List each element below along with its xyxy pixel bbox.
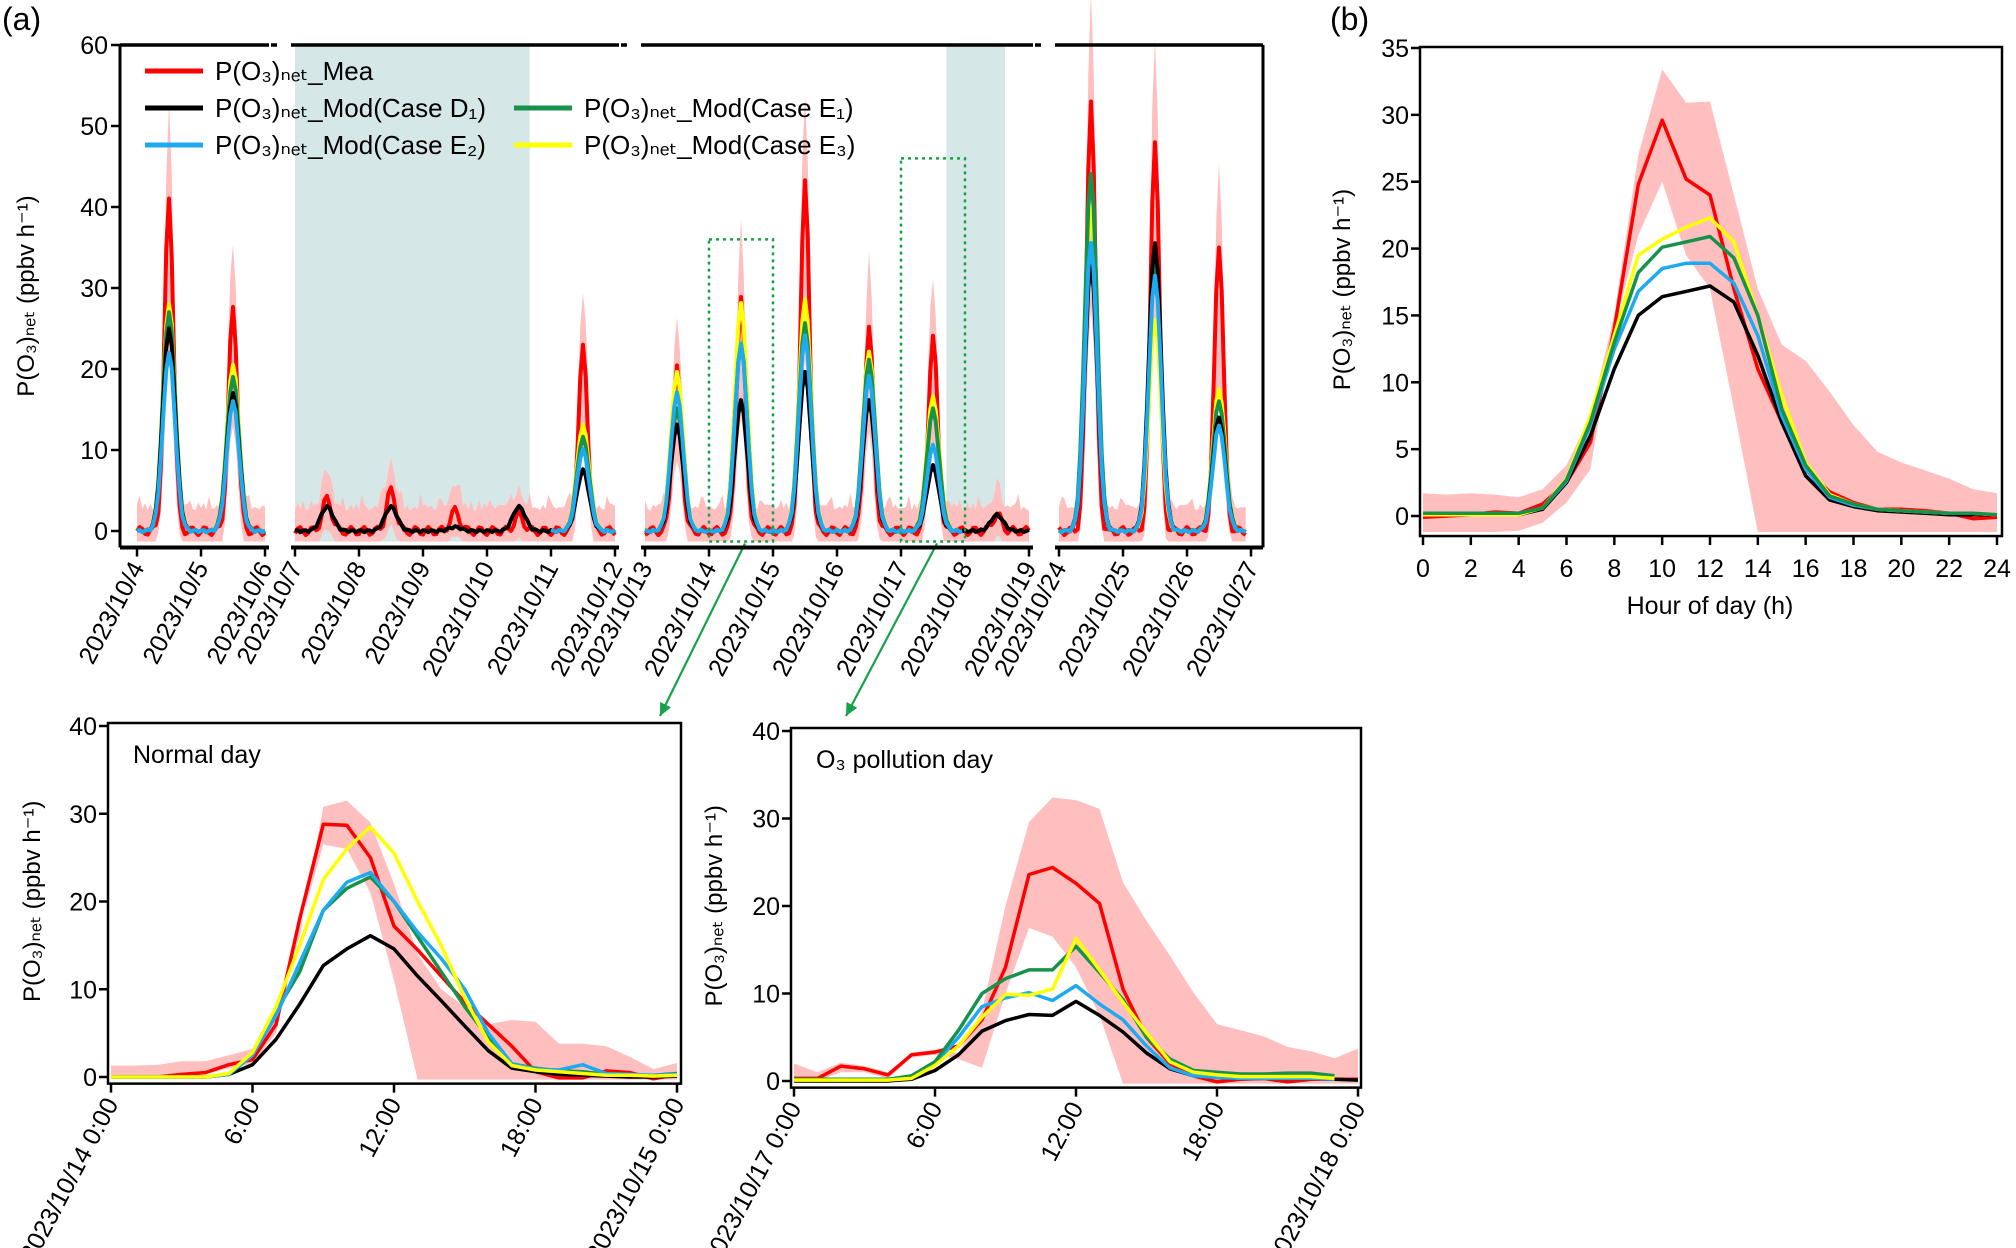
y-tick-label: 30 [1381, 102, 1409, 130]
measurement-uncertainty-band [1423, 69, 1997, 533]
series-line-e3 [111, 825, 678, 1079]
x-tick-label: 18:00 [1176, 1097, 1230, 1165]
x-tick-label: 24 [1983, 555, 2011, 583]
y-tick-label: 30 [752, 806, 780, 834]
series-line-4 [550, 447, 617, 535]
x-axis-label: Hour of day (h) [1627, 592, 1794, 620]
legend-label: P(O₃)ₙₑₜ_Mod(Case D₁) [215, 93, 486, 123]
measurement-uncertainty-band [137, 102, 265, 542]
x-tick-label: 12:00 [1035, 1097, 1089, 1165]
y-axis-label: P(O₃)ₙₑₜ (ppbv h⁻¹) [19, 801, 46, 1002]
x-tick-label: 2023/10/14 0:00 [15, 1093, 125, 1248]
zoom-arrow [845, 543, 938, 717]
no-model-period-shade [295, 45, 530, 542]
panel-title: O₃ pollution day [816, 746, 993, 774]
y-tick-label: 30 [69, 801, 97, 829]
arrow-head-icon [846, 702, 858, 716]
x-tick-label: 2 [1464, 555, 1478, 583]
y-tick-label: 20 [80, 356, 108, 384]
y-tick-label: 0 [83, 1064, 97, 1092]
y-tick-label: 0 [94, 518, 108, 546]
y-tick-label: 10 [1381, 369, 1409, 397]
panel-label: (a) [2, 1, 41, 37]
y-tick-label: 10 [69, 976, 97, 1004]
x-tick-label: 8 [1607, 555, 1621, 583]
y-tick-label: 10 [752, 981, 780, 1009]
no-model-period-shade [946, 45, 1005, 542]
x-tick-label: 2023/10/17 0:00 [698, 1097, 808, 1248]
panel-normal-day: 0 10 20 30 40 2023/10/14 0:00 6:00 12:00 18:00 20… [15, 713, 691, 1248]
y-tick-label: 35 [1381, 35, 1409, 63]
x-tick-label: 16 [1792, 555, 1820, 583]
measurement-uncertainty-band [645, 94, 1029, 542]
series-line-mea [111, 822, 678, 1081]
x-tick-label: 0 [1416, 555, 1430, 583]
y-axis-label: P(O₃)ₙₑₜ (ppbv h⁻¹) [701, 805, 728, 1006]
legend-label: P(O₃)ₙₑₜ_Mod(Case E₂) [215, 130, 486, 160]
x-tick-label: 2023/10/15 0:00 [581, 1093, 691, 1248]
series-line-e1 [1423, 234, 1998, 517]
x-tick-label: 4 [1512, 555, 1526, 583]
x-tick-label: 14 [1744, 555, 1772, 583]
panel-label: (b) [1330, 1, 1369, 37]
y-tick-label: 60 [80, 32, 108, 60]
x-tick-label: 12 [1696, 555, 1724, 583]
x-tick-label: 6:00 [218, 1093, 266, 1149]
arrow-head-icon [660, 702, 672, 716]
zoom-arrow [659, 543, 746, 717]
measurement-uncertainty-band [111, 800, 677, 1080]
series-line-4 [136, 350, 266, 535]
x-tick-label: 18:00 [495, 1093, 549, 1161]
y-tick-label: 20 [1381, 236, 1409, 264]
panel-a: 01020304050602023/10/42023/10/52023/10/6… [2, 0, 1265, 717]
highlight-box [707, 238, 775, 543]
y-tick-label: 15 [1381, 302, 1409, 330]
series-line-0 [1057, 99, 1247, 537]
y-axis-label: P(O₃)ₙₑₜ (ppbv h⁻¹) [13, 195, 40, 396]
y-tick-label: 0 [766, 1068, 780, 1096]
legend-label: P(O₃)ₙₑₜ_Mea [215, 56, 374, 86]
panel-title: Normal day [133, 741, 261, 769]
x-tick-label: 22 [1935, 555, 1963, 583]
y-tick-label: 30 [80, 275, 108, 303]
x-tick-label: 20 [1887, 555, 1915, 583]
y-tick-label: 5 [1395, 436, 1409, 464]
y-tick-label: 40 [752, 718, 780, 746]
x-tick-label: 6 [1560, 555, 1574, 583]
measurement-uncertainty-band [295, 292, 615, 542]
highlight-box [899, 157, 967, 543]
series-line-e3 [794, 936, 1335, 1082]
y-tick-label: 0 [1395, 503, 1409, 531]
legend-label: P(O₃)ₙₑₜ_Mod(Case E₁) [584, 93, 854, 123]
panel-pollution-day: 0 10 20 30 40 2023/10/17 0:00 6:00 12:00 18:00 20… [698, 718, 1372, 1248]
y-tick-label: 10 [80, 437, 108, 465]
x-tick-label: 2023/10/18 0:00 [1262, 1097, 1372, 1248]
y-tick-label: 20 [69, 889, 97, 917]
x-tick-label: 10 [1648, 555, 1676, 583]
y-tick-label: 40 [69, 713, 97, 741]
x-tick-label: 18 [1840, 555, 1868, 583]
y-tick-label: 50 [80, 113, 108, 141]
y-axis-label: P(O₃)ₙₑₜ (ppbv h⁻¹) [1329, 189, 1356, 390]
legend-label: P(O₃)ₙₑₜ_Mod(Case E₃) [584, 130, 855, 160]
y-tick-label: 25 [1381, 169, 1409, 197]
x-tick-label: 6:00 [901, 1097, 949, 1153]
y-tick-label: 40 [80, 194, 108, 222]
series-line-4 [1057, 241, 1247, 535]
y-tick-label: 20 [752, 893, 780, 921]
x-tick-label: 12:00 [353, 1093, 407, 1161]
